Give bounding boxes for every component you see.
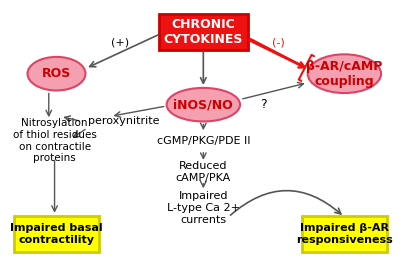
Text: ROS: ROS [42,67,71,80]
FancyBboxPatch shape [159,14,248,50]
Ellipse shape [166,88,240,121]
Text: Impaired basal
contractility: Impaired basal contractility [10,223,103,245]
Text: β-AR/cAMP
coupling: β-AR/cAMP coupling [306,60,383,88]
Text: iNOS/NO: iNOS/NO [173,98,233,111]
Text: CHRONIC
CYTOKINES: CHRONIC CYTOKINES [164,18,243,46]
Text: Impaired β-AR
responsiveness: Impaired β-AR responsiveness [296,223,393,245]
FancyBboxPatch shape [302,216,387,252]
FancyBboxPatch shape [14,216,99,252]
Text: (-): (-) [272,38,285,48]
Text: Impaired
L-type Ca 2+
currents: Impaired L-type Ca 2+ currents [167,191,240,224]
Ellipse shape [27,57,86,91]
Ellipse shape [307,54,381,93]
Text: peroxynitrite: peroxynitrite [88,116,160,127]
Text: cGMP/PKG/PDE II: cGMP/PKG/PDE II [157,136,250,146]
Text: ?: ? [260,98,267,111]
Text: Reduced
cAMP/PKA: Reduced cAMP/PKA [176,161,231,183]
Text: Nitrosylation
of thiol residues
on contractile
proteins: Nitrosylation of thiol residues on contr… [13,118,97,163]
Text: (+): (+) [111,38,129,48]
